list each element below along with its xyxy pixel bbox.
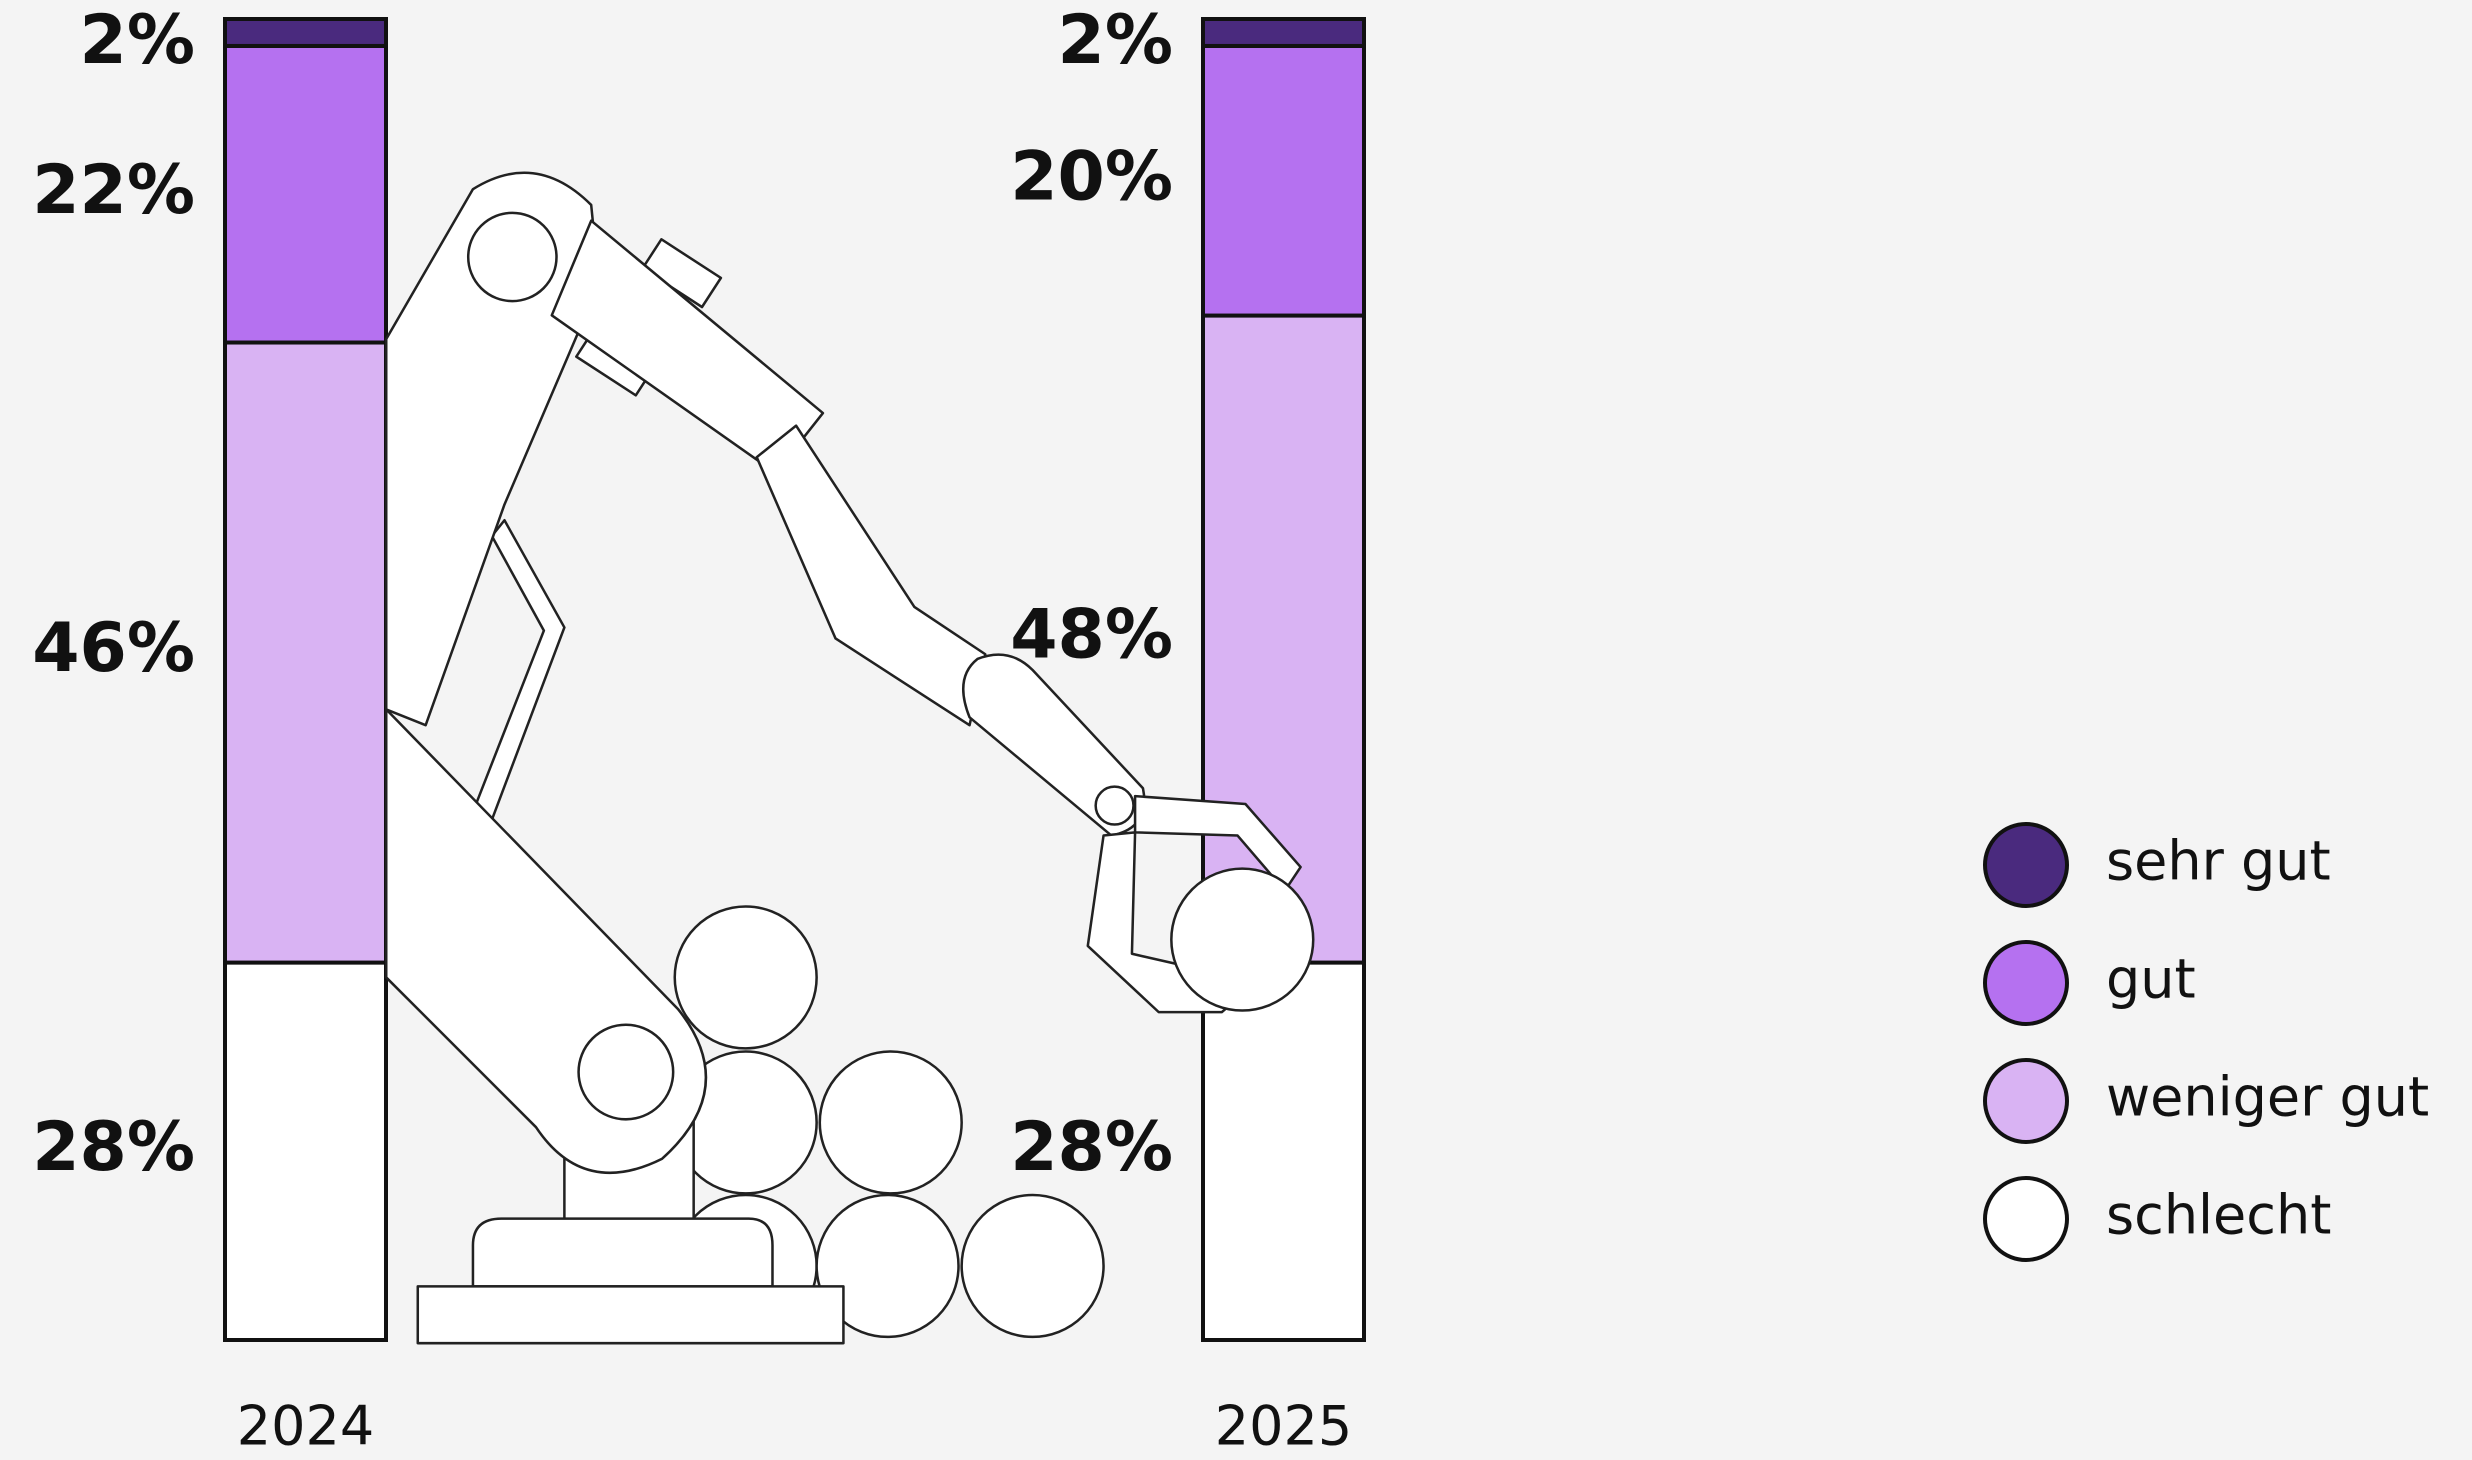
legend: sehr gut gut weniger gut schlecht <box>1983 822 2429 1262</box>
value-label: 2% <box>80 1 195 80</box>
legend-swatch <box>1983 822 2069 908</box>
value-label: 46% <box>32 609 195 688</box>
value-label: 48% <box>1010 596 1173 675</box>
legend-label: sehr gut <box>2106 830 2331 893</box>
bar-segment <box>1201 960 1366 1342</box>
bar-segment <box>223 960 388 1342</box>
robot-illustration <box>384 171 1315 1345</box>
legend-label: schlecht <box>2106 1184 2331 1247</box>
bar-segment <box>223 43 388 345</box>
legend-label: gut <box>2106 948 2196 1011</box>
legend-swatch <box>1983 1176 2069 1262</box>
value-label: 20% <box>1010 137 1173 216</box>
legend-swatch <box>1983 1058 2069 1144</box>
bar-segment <box>1201 17 1366 48</box>
value-label: 22% <box>32 151 195 230</box>
x-tick-label: 2024 <box>237 1395 374 1458</box>
bars: 28% 46% 22% 2% 2024 28% 48% 20% 2% 2025 <box>32 1 1366 1458</box>
value-label: 28% <box>1010 1108 1173 1187</box>
legend-swatch <box>1983 940 2069 1026</box>
legend-label: weniger gut <box>2106 1066 2429 1129</box>
bar-segment <box>223 17 388 48</box>
value-label: 2% <box>1058 1 1173 80</box>
bar-segment <box>1201 43 1366 318</box>
value-label: 28% <box>32 1108 195 1187</box>
bar-segment <box>223 340 388 965</box>
x-tick-label: 2025 <box>1215 1395 1352 1458</box>
